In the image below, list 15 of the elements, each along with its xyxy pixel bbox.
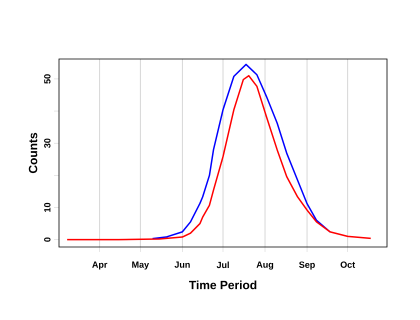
y-tick-label: 50 xyxy=(44,74,50,84)
x-tick-label: Aug xyxy=(256,262,274,270)
line-series xyxy=(66,74,372,240)
x-tick-label: Jun xyxy=(174,262,190,268)
line-series xyxy=(152,64,331,240)
y-axis-title: Counts xyxy=(28,132,38,174)
x-tick-label: Oct xyxy=(340,262,356,268)
y-tick-label: 30 xyxy=(44,138,50,148)
x-tick-label: May xyxy=(132,262,149,270)
x-tick-label: Apr xyxy=(92,262,108,270)
y-tick-label: 0 xyxy=(44,237,50,242)
x-tick-label: Sep xyxy=(299,262,315,270)
x-tick-label: Jul xyxy=(216,262,229,268)
y-tick-label: 10 xyxy=(44,202,50,212)
x-axis-title: Time Period xyxy=(189,280,256,290)
